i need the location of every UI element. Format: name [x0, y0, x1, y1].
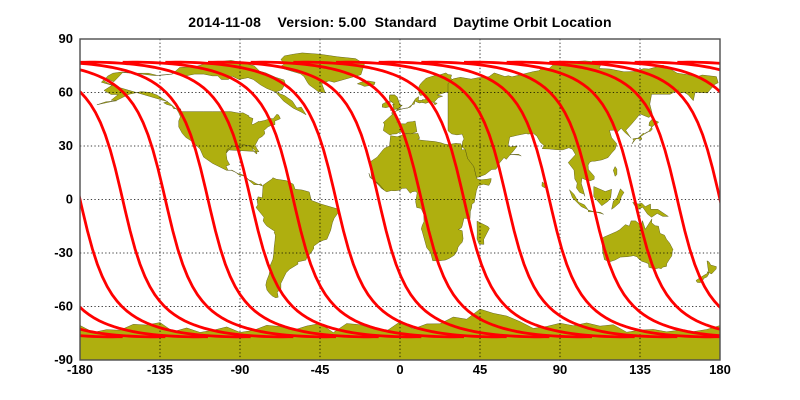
svg-text:135: 135	[629, 362, 651, 377]
svg-text:-30: -30	[54, 245, 73, 260]
svg-text:0: 0	[396, 362, 403, 377]
svg-text:-90: -90	[231, 362, 250, 377]
svg-text:-60: -60	[54, 299, 73, 314]
svg-text:-45: -45	[311, 362, 330, 377]
svg-text:90: 90	[553, 362, 567, 377]
svg-text:0: 0	[66, 192, 73, 207]
svg-text:-180: -180	[67, 362, 93, 377]
svg-text:60: 60	[59, 85, 73, 100]
svg-text:-135: -135	[147, 362, 173, 377]
svg-text:30: 30	[59, 138, 73, 153]
svg-text:45: 45	[473, 362, 487, 377]
svg-text:90: 90	[59, 31, 73, 46]
svg-text:180: 180	[709, 362, 731, 377]
